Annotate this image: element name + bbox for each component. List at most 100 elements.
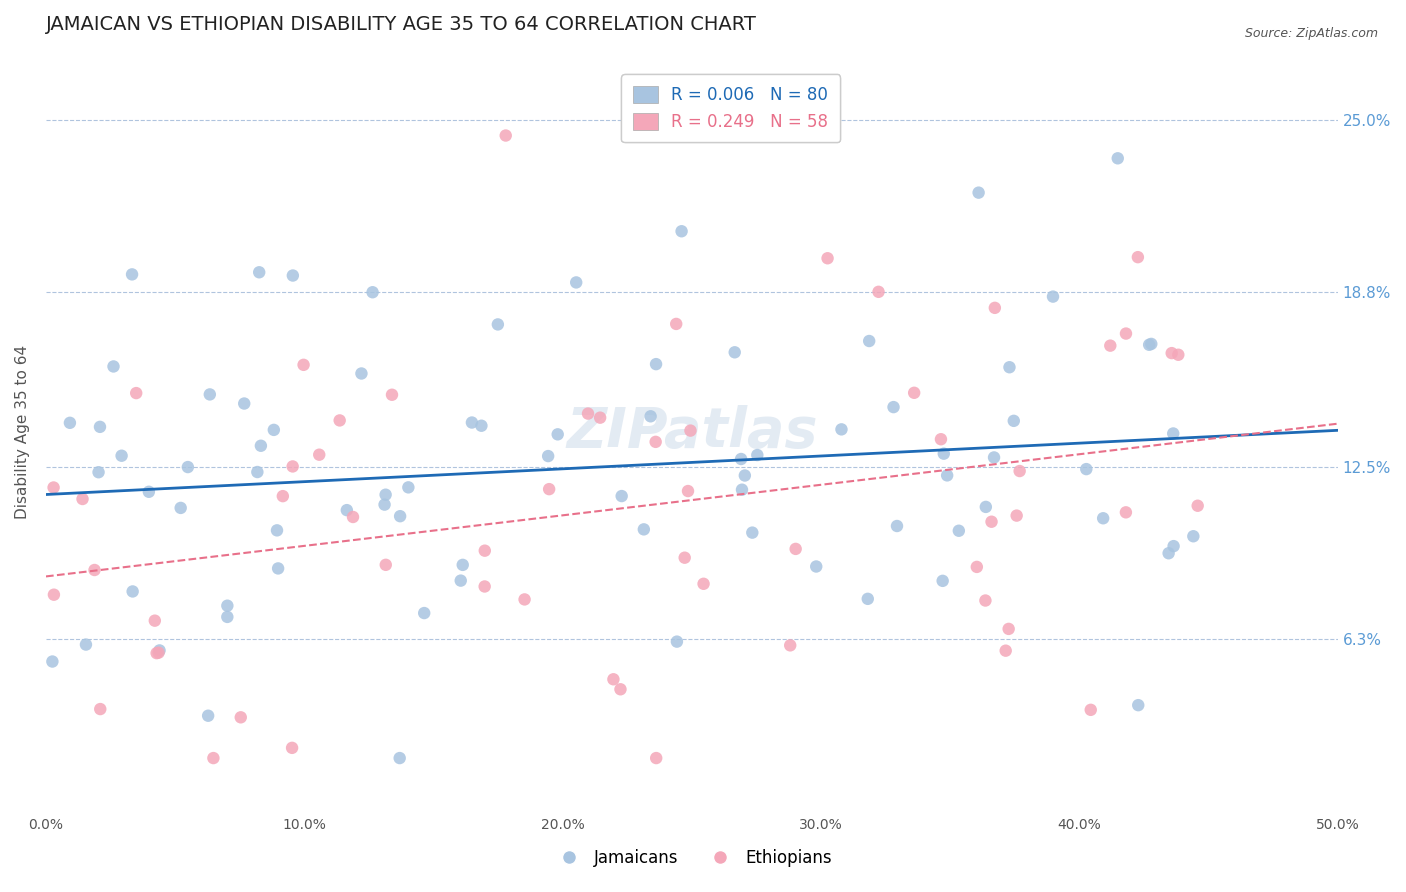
- Point: [1002, 414, 1025, 428]
- Point: [817, 252, 839, 266]
- Text: JAMAICAN VS ETHIOPIAN DISABILITY AGE 35 TO 64 CORRELATION CHART: JAMAICAN VS ETHIOPIAN DISABILITY AGE 35 …: [46, 15, 756, 34]
- Point: [381, 388, 404, 402]
- Point: [602, 673, 624, 687]
- Point: [676, 484, 699, 499]
- Point: [83, 563, 105, 577]
- Point: [396, 480, 419, 494]
- Point: [856, 591, 879, 606]
- Point: [673, 550, 696, 565]
- Point: [994, 643, 1017, 657]
- Point: [679, 424, 702, 438]
- Point: [177, 460, 200, 475]
- Point: [1115, 505, 1137, 519]
- Point: [103, 359, 125, 374]
- Point: [785, 541, 807, 556]
- Point: [741, 525, 763, 540]
- Point: [1161, 426, 1184, 441]
- Point: [858, 334, 880, 348]
- Point: [59, 416, 82, 430]
- Point: [645, 357, 668, 371]
- Point: [75, 638, 97, 652]
- Point: [883, 400, 905, 414]
- Point: [1005, 508, 1028, 523]
- Point: [1107, 151, 1129, 165]
- Point: [565, 276, 588, 290]
- Point: [42, 588, 65, 602]
- Point: [451, 558, 474, 572]
- Point: [374, 488, 396, 502]
- Point: [779, 638, 801, 652]
- Point: [931, 574, 953, 588]
- Point: [671, 224, 693, 238]
- Point: [308, 448, 330, 462]
- Point: [247, 265, 270, 279]
- Point: [389, 509, 412, 524]
- Point: [665, 317, 688, 331]
- Point: [547, 427, 569, 442]
- Point: [929, 432, 952, 446]
- Point: [734, 468, 756, 483]
- Point: [692, 576, 714, 591]
- Point: [148, 646, 170, 660]
- Point: [121, 584, 143, 599]
- Point: [665, 634, 688, 648]
- Point: [1099, 338, 1122, 352]
- Point: [143, 614, 166, 628]
- Point: [197, 708, 219, 723]
- Point: [361, 285, 384, 300]
- Point: [932, 447, 955, 461]
- Point: [609, 682, 631, 697]
- Point: [1080, 703, 1102, 717]
- Point: [229, 710, 252, 724]
- Point: [246, 465, 269, 479]
- Point: [747, 448, 769, 462]
- Point: [1163, 539, 1185, 553]
- Point: [281, 459, 304, 474]
- Point: [868, 285, 890, 299]
- Point: [486, 318, 509, 332]
- Point: [1092, 511, 1115, 525]
- Point: [998, 360, 1021, 375]
- Point: [233, 396, 256, 410]
- Point: [413, 606, 436, 620]
- Point: [292, 358, 315, 372]
- Point: [217, 610, 239, 624]
- Point: [1137, 338, 1160, 352]
- Point: [281, 740, 304, 755]
- Point: [967, 186, 990, 200]
- Point: [830, 422, 852, 436]
- Point: [271, 489, 294, 503]
- Point: [1126, 250, 1149, 264]
- Point: [89, 702, 111, 716]
- Point: [1167, 348, 1189, 362]
- Point: [974, 593, 997, 607]
- Point: [610, 489, 633, 503]
- Point: [1187, 499, 1209, 513]
- Point: [388, 751, 411, 765]
- Point: [731, 483, 754, 497]
- Point: [495, 128, 517, 143]
- Point: [1182, 529, 1205, 543]
- Point: [198, 387, 221, 401]
- Point: [974, 500, 997, 514]
- Point: [217, 599, 239, 613]
- Point: [1076, 462, 1098, 476]
- Point: [202, 751, 225, 765]
- Point: [41, 655, 63, 669]
- Point: [1157, 546, 1180, 560]
- Point: [1128, 698, 1150, 713]
- Point: [263, 423, 285, 437]
- Point: [138, 484, 160, 499]
- Point: [110, 449, 132, 463]
- Point: [125, 386, 148, 401]
- Point: [267, 561, 290, 575]
- Point: [266, 524, 288, 538]
- Legend: R = 0.006   N = 80, R = 0.249   N = 58: R = 0.006 N = 80, R = 0.249 N = 58: [621, 74, 839, 143]
- Point: [474, 543, 496, 558]
- Point: [470, 418, 492, 433]
- Point: [640, 409, 662, 424]
- Point: [645, 751, 668, 765]
- Point: [145, 646, 167, 660]
- Point: [1115, 326, 1137, 341]
- Point: [1008, 464, 1031, 478]
